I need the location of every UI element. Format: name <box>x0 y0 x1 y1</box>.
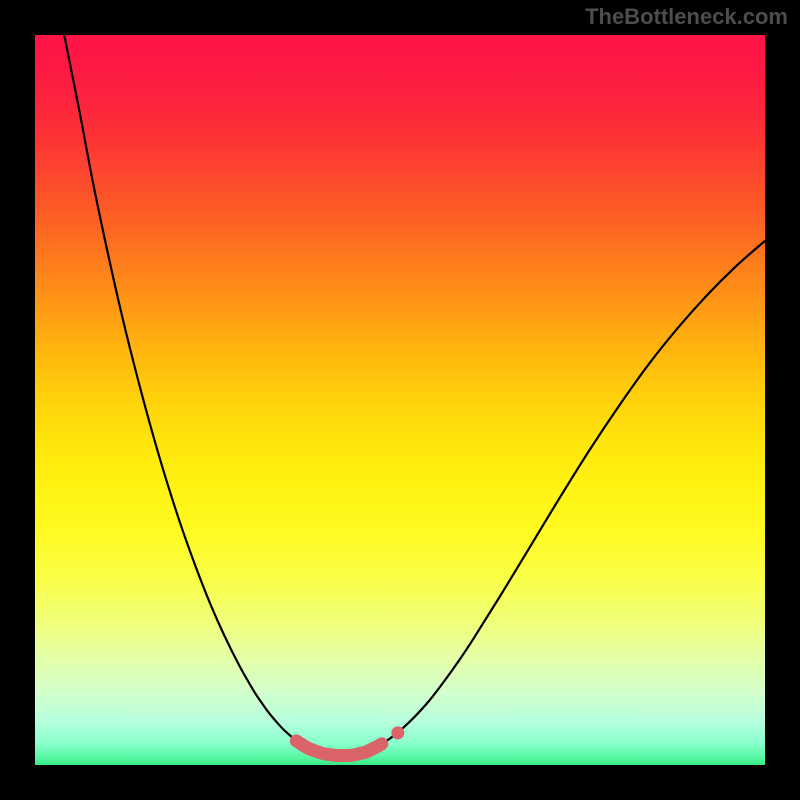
chart-container: TheBottleneck.com <box>0 0 800 800</box>
marker-dot <box>391 726 404 739</box>
bottleneck-curve-chart <box>0 0 800 800</box>
watermark-text: TheBottleneck.com <box>585 4 788 30</box>
